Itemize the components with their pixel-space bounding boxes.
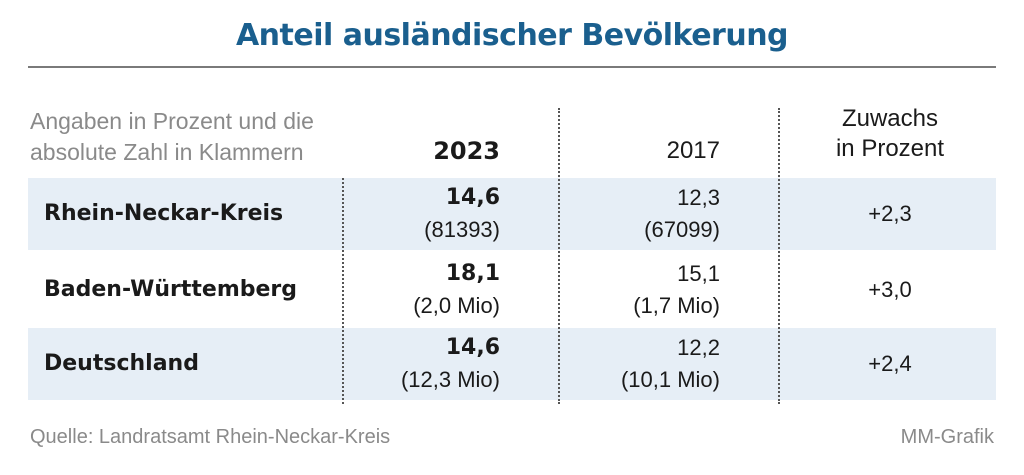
source-note: Quelle: Landratsamt Rhein-Neckar-Kreis <box>30 426 391 448</box>
absolute-2023: (81393) <box>424 217 500 242</box>
absolute-2017: (67099) <box>644 217 720 242</box>
growth-header-line-1: Zuwachs <box>841 105 939 132</box>
cell-growth: +2,3 <box>868 201 912 226</box>
value-2023: 18,1 <box>445 261 500 286</box>
column-header-2023: 2023 <box>433 137 500 165</box>
row-label: Rhein-Neckar-Kreis <box>44 201 284 226</box>
value-2017: 12,3 <box>677 185 720 210</box>
row-label: Baden-Württemberg <box>44 277 298 302</box>
value-2017: 12,2 <box>677 335 720 360</box>
cell-2023: 14,6 (12,3 Mio) <box>340 332 500 396</box>
column-header-growth: Zuwachs in Prozent <box>790 104 990 164</box>
cell-2023: 18,1 (2,0 Mio) <box>340 258 500 322</box>
table-row-baden-wuerttemberg: Baden-Württemberg 18,1 (2,0 Mio) 15,1 (1… <box>28 254 996 326</box>
cell-growth: +2,4 <box>868 351 912 376</box>
absolute-2017: (1,7 Mio) <box>633 293 720 318</box>
value-2017: 15,1 <box>677 261 720 286</box>
cell-2017: 12,2 (10,1 Mio) <box>560 332 720 396</box>
row-label: Deutschland <box>44 351 199 376</box>
credit-note: MM-Grafik <box>900 426 994 448</box>
cell-2017: 15,1 (1,7 Mio) <box>560 258 720 322</box>
table-subtitle: Angaben in Prozent und die absolute Zahl… <box>30 106 350 168</box>
column-separator <box>342 178 344 404</box>
column-separator <box>558 108 560 404</box>
column-header-2017: 2017 <box>666 137 720 164</box>
absolute-2017: (10,1 Mio) <box>620 367 720 392</box>
absolute-2023: (12,3 Mio) <box>400 367 500 392</box>
table-row-rhein-neckar-kreis: Rhein-Neckar-Kreis 14,6 (81393) 12,3 (67… <box>28 178 996 250</box>
subtitle-line-2: absolute Zahl in Klammern <box>30 139 304 165</box>
column-separator <box>778 108 780 404</box>
cell-growth: +3,0 <box>868 277 912 302</box>
chart-title: Anteil ausländischer Bevölkerung <box>235 18 789 53</box>
table-row-deutschland: Deutschland 14,6 (12,3 Mio) 12,2 (10,1 M… <box>28 328 996 400</box>
title-divider <box>28 66 996 68</box>
absolute-2023: (2,0 Mio) <box>413 293 500 318</box>
value-2023: 14,6 <box>445 335 500 360</box>
cell-2023: 14,6 (81393) <box>340 182 500 246</box>
value-2023: 14,6 <box>445 185 500 210</box>
subtitle-line-1: Angaben in Prozent und die <box>30 108 314 134</box>
cell-2017: 12,3 (67099) <box>560 182 720 246</box>
growth-header-line-2: in Prozent <box>835 135 945 162</box>
